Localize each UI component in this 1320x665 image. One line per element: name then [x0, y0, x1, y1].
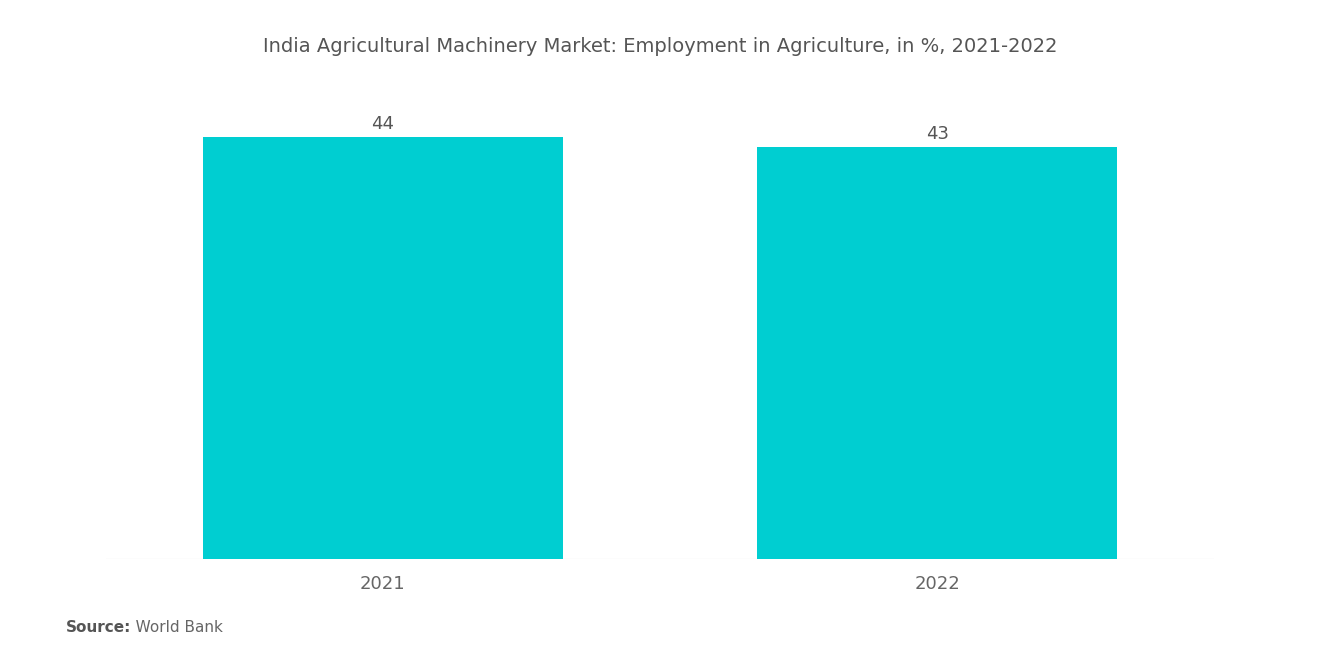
Text: India Agricultural Machinery Market: Employment in Agriculture, in %, 2021-2022: India Agricultural Machinery Market: Emp…	[263, 37, 1057, 56]
Text: 43: 43	[925, 125, 949, 143]
Text: Source:: Source:	[66, 620, 132, 635]
Bar	[203, 137, 562, 559]
Bar	[758, 147, 1117, 559]
Text: World Bank: World Bank	[121, 620, 223, 635]
Text: 44: 44	[371, 116, 395, 134]
